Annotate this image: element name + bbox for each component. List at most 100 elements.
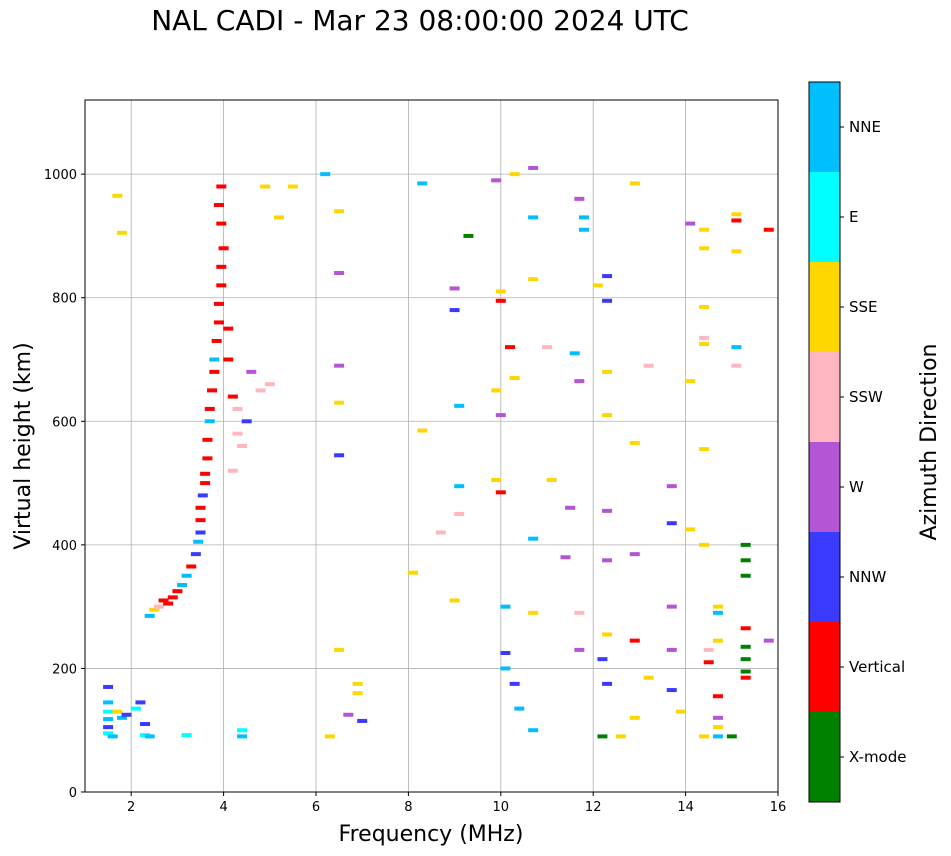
data-point [602,632,613,637]
data-point [528,728,539,733]
y-axis-label: Virtual height (km) [11,342,36,549]
data-point [699,335,710,340]
data-point [569,351,580,356]
x-tick-label: 4 [219,800,227,815]
data-point [320,172,331,177]
data-point [699,227,710,232]
data-point [629,181,640,186]
data-point [703,660,714,665]
data-point [546,477,557,482]
data-point [542,345,552,350]
data-point [153,604,164,609]
data-point [207,388,218,393]
data-point [255,388,266,393]
data-point [731,363,742,368]
data-point [357,718,368,723]
data-point [197,493,208,498]
data-point [491,388,502,393]
data-point [232,406,243,411]
data-point [699,246,710,251]
data-point [528,277,539,282]
data-point [172,589,183,594]
data-point [740,626,751,631]
data-point [666,688,677,693]
data-point [334,209,345,214]
data-point [454,403,465,408]
data-point [181,733,192,738]
data-point [495,289,506,294]
data-point [574,379,585,384]
data-point [731,249,742,254]
data-point [592,283,603,288]
data-point [574,610,585,615]
data-point [528,610,539,615]
data-point [343,712,354,717]
data-point [495,490,506,495]
data-point [629,638,640,643]
data-point [112,193,123,198]
data-point [103,684,114,689]
colorbar-label: E [849,208,858,226]
data-point [190,552,201,557]
data-point [763,227,774,232]
data-point [103,709,114,714]
data-point [495,413,506,418]
data-point [699,304,710,309]
data-point [417,181,428,186]
data-point [193,539,204,544]
data-point [740,669,751,674]
data-point [227,394,238,399]
data-point [454,484,465,489]
y-tick-label: 1000 [44,168,77,183]
data-point [334,647,345,652]
data-point [135,700,146,705]
data-point [685,379,696,384]
data-point [602,274,613,279]
data-point [602,508,613,513]
data-point [103,717,114,722]
data-point [237,444,248,448]
data-point [597,734,608,739]
data-point [731,212,742,217]
data-point [509,681,520,686]
colorbar: X-mode Vertical NNW W SSW SSE E NNE [808,81,906,803]
data-point [685,221,696,226]
x-tick-label: 14 [677,800,694,815]
x-tick-label: 10 [493,800,510,815]
data-point [615,734,626,739]
data-point [218,246,229,251]
x-axis: 2 4 6 8 10 12 14 16 [127,792,786,815]
x-tick-label: 16 [770,800,787,815]
data-point [712,638,723,643]
data-point [666,484,677,489]
data-point [213,301,224,306]
data-point [116,715,127,720]
data-point [740,644,751,649]
data-point [491,178,502,183]
data-point [712,734,723,739]
data-point [107,734,118,739]
data-point [699,447,710,452]
y-tick-label: 600 [52,415,77,430]
data-point [144,734,155,739]
data-point [602,681,613,686]
data-point [352,691,363,696]
data-point [454,511,465,516]
data-point [463,233,474,238]
data-point [505,345,516,350]
colorbar-label: SSE [849,298,878,316]
colorbar-title: Azimuth Direction [917,343,942,540]
data-point [500,650,511,655]
colorbar-frame [808,81,841,803]
data-point [334,453,345,458]
data-point [731,345,742,350]
data-point [204,419,215,424]
colorbar-label: SSW [849,388,883,406]
data-point [574,647,585,652]
data-point [195,530,206,535]
data-point [112,709,123,714]
data-point [740,558,751,563]
data-point [578,215,589,220]
data-point [274,215,285,220]
